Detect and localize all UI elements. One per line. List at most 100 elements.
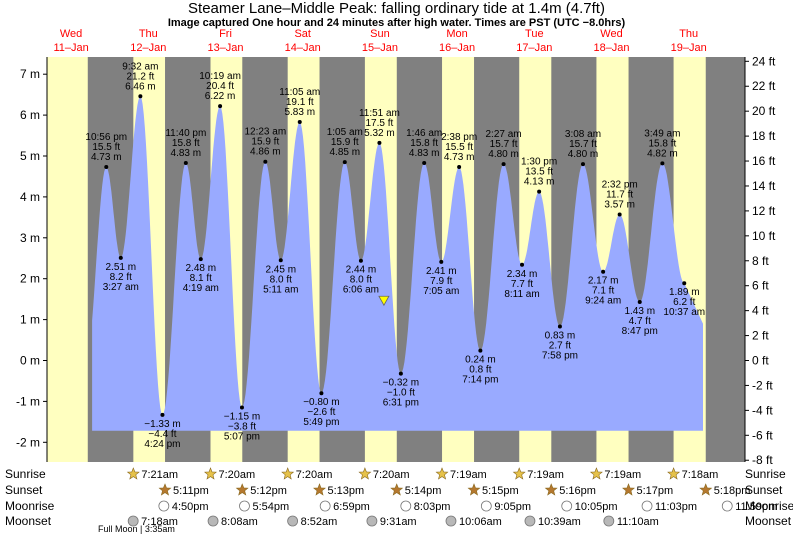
tide-label-line: 8.2 ft (110, 272, 132, 283)
tide-point (478, 348, 483, 353)
tide-label-line: 0.24 m (465, 355, 496, 366)
tide-label-line: 3:27 am (103, 282, 139, 293)
day-date-label: 11–Jan (53, 42, 88, 54)
tide-label-line: 2.17 m (588, 276, 619, 287)
day-name-label: Thu (139, 28, 158, 40)
sunrise-time: 7:20am (296, 469, 333, 481)
tide-label-line: 2.48 m (185, 263, 216, 274)
sun-icon (390, 483, 404, 496)
tide-label-line: 2:32 pm (602, 179, 638, 190)
moon-icon (641, 500, 653, 512)
tide-label-line: 11:05 am (279, 87, 320, 98)
left-tick-label: 0 m (20, 354, 40, 368)
sunset-time: 5:14pm (405, 485, 442, 497)
day-name-label: Sun (370, 28, 390, 40)
day-date-label: 13–Jan (207, 42, 243, 54)
tide-point (501, 162, 506, 167)
day-name-label: Mon (446, 28, 467, 40)
sunrise-event: 7:19am (435, 467, 487, 481)
tide-label-line: −1.0 ft (387, 388, 415, 399)
sunset-event: 5:11pm (158, 483, 209, 497)
moonrise-time: 4:50pm (172, 501, 209, 513)
left-tick-label: 1 m (20, 313, 40, 327)
tide-label-line: 4.83 m (171, 148, 202, 159)
tide-extreme: 2.51 m8.2 ft3:27 am (103, 255, 139, 293)
moonset-event: 8:52am (287, 515, 337, 528)
moonset-time: 7:18am (141, 516, 178, 528)
tide-label-line: 15.8 ft (648, 138, 676, 149)
current-tide-marker (378, 295, 390, 307)
tide-point (422, 160, 427, 165)
tide-label-line: 15.8 ft (172, 138, 200, 149)
moonrise-time: 5:54pm (252, 501, 289, 513)
tide-label-line: 10:37 am (663, 307, 705, 318)
tide-point (239, 405, 244, 410)
right-tick-label: -2 ft (752, 378, 773, 392)
day-date-label: 15–Jan (362, 42, 398, 54)
sunset-event: 5:18pm (699, 483, 750, 497)
tide-area (92, 96, 704, 431)
tide-label-line: 7.7 ft (511, 279, 533, 290)
sun-icon (435, 467, 449, 480)
row-label-left: Moonset (5, 514, 52, 528)
right-tick-label: 0 ft (752, 354, 769, 368)
moon-icon (524, 515, 536, 527)
tide-point (118, 255, 123, 260)
tide-label-line: 15.7 ft (490, 139, 518, 150)
moonrise-event: 6:59pm (319, 500, 370, 513)
tide-label-line: 1:05 am (327, 127, 363, 138)
tide-point (457, 165, 462, 170)
tide-label-line: 4.73 m (444, 152, 475, 163)
tide-extreme: 2.44 m8.0 ft6:06 am (343, 258, 379, 296)
day-name-label: Wed (600, 28, 622, 40)
tide-point (377, 140, 382, 145)
tide-label-line: 8.0 ft (350, 275, 372, 286)
right-tick-label: 12 ft (752, 204, 776, 218)
right-tick-label: 10 ft (752, 229, 776, 243)
tide-label-line: 7.9 ft (430, 276, 452, 287)
tide-point (297, 120, 302, 125)
moon-icon (239, 500, 250, 512)
day-date-label: 12–Jan (130, 42, 166, 54)
day-date-label: 14–Jan (285, 42, 321, 54)
tide-extreme: 2.17 m7.1 ft9:24 am (585, 269, 621, 307)
sunset-event: 5:15pm (467, 483, 519, 497)
tide-point (398, 371, 403, 376)
tide-label-line: 15.9 ft (251, 137, 279, 148)
moonrise-time: 9:05pm (494, 501, 531, 513)
right-tick-label: 6 ft (752, 279, 769, 293)
tide-label-line: 11:40 pm (165, 128, 206, 139)
tide-label-line: 1.89 m (669, 287, 700, 298)
chart-title: Steamer Lane–Middle Peak: falling ordina… (188, 0, 605, 17)
moonset-event: 7:18am (127, 515, 178, 528)
moon-icon (721, 500, 733, 512)
left-tick-label: 3 m (20, 231, 40, 245)
sunrise-time: 7:19am (450, 469, 487, 481)
tide-extreme: −0.32 m−1.0 ft6:31 pm (383, 371, 419, 409)
sunset-time: 5:16pm (559, 485, 596, 497)
moonset-time: 10:06am (459, 516, 502, 528)
moonset-time: 10:39am (538, 516, 581, 528)
tide-extreme: 2.34 m7.7 ft8:11 am (504, 262, 540, 300)
tide-label-line: 8.1 ft (190, 273, 212, 284)
sunset-event: 5:16pm (544, 483, 596, 497)
tide-extreme: 0.83 m2.7 ft7:58 pm (542, 324, 578, 362)
right-tick-label: 8 ft (752, 254, 769, 268)
tide-point (520, 262, 525, 267)
tide-point (160, 412, 165, 417)
moonrise-time: 11:03pm (655, 501, 697, 513)
tide-label-line: 4.83 m (409, 148, 440, 159)
tide-label-line: 4.13 m (524, 177, 555, 188)
sunset-time: 5:11pm (173, 485, 209, 497)
tide-label-line: −1.33 m (144, 419, 180, 430)
moonrise-time: 6:59pm (333, 501, 370, 513)
tide-label-line: 1.43 m (624, 306, 655, 317)
tide-label-line: 6:31 pm (383, 398, 419, 409)
